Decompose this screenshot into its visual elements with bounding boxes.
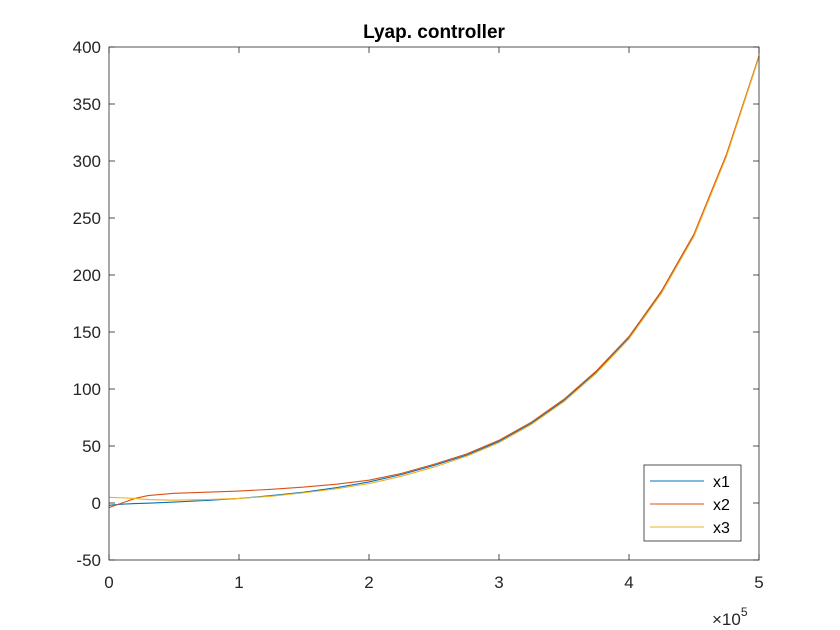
series-line-2 bbox=[108, 55, 760, 509]
y-tick-label-3: 100 bbox=[73, 380, 101, 399]
x-exponent-base: ×10 bbox=[712, 610, 741, 629]
x-tick-label-0: 0 bbox=[104, 573, 113, 592]
y-tick-label-7: 300 bbox=[73, 152, 101, 171]
series-layer bbox=[108, 55, 760, 509]
axes-box bbox=[108, 46, 760, 561]
y-tick-label-4: 150 bbox=[73, 323, 101, 342]
x-tick-label-4: 4 bbox=[624, 573, 633, 592]
x-tick-label-3: 3 bbox=[494, 573, 503, 592]
y-tick-label-1: 0 bbox=[92, 494, 101, 513]
y-tick-label-5: 200 bbox=[73, 266, 101, 285]
series-line-3 bbox=[108, 57, 760, 501]
x-axis-exponent: ×105 bbox=[712, 605, 748, 629]
y-tick-label-6: 250 bbox=[73, 209, 101, 228]
legend-box bbox=[643, 464, 742, 542]
y-tick-label-2: 50 bbox=[82, 437, 101, 456]
x-tick-label-2: 2 bbox=[364, 573, 373, 592]
legend-label-3: x3 bbox=[713, 520, 730, 537]
legend-label-1: x1 bbox=[713, 474, 730, 491]
x-tick-label-5: 5 bbox=[754, 573, 763, 592]
y-tick-label-8: 350 bbox=[73, 95, 101, 114]
y-tick-label-9: 400 bbox=[73, 38, 101, 57]
chart-title: Lyap. controller bbox=[363, 22, 505, 43]
x-tick-label-1: 1 bbox=[234, 573, 243, 592]
series-line-1 bbox=[108, 55, 760, 506]
y-tick-label-0: -50 bbox=[76, 551, 101, 570]
x-exponent-power: 5 bbox=[741, 605, 748, 619]
legend: x1 x2 x3 bbox=[643, 464, 742, 542]
legend-label-2: x2 bbox=[713, 497, 730, 514]
